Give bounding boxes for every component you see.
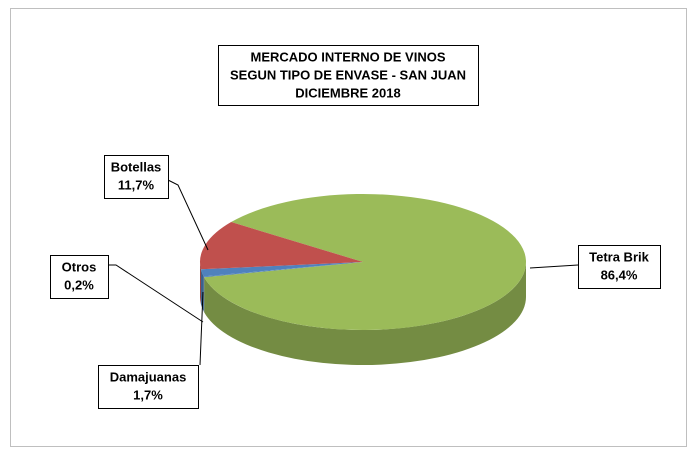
pie-side (200, 262, 201, 305)
label-box (578, 245, 661, 289)
title-box (218, 45, 479, 106)
leader-line (199, 291, 204, 366)
pie-slice (204, 194, 526, 330)
value-label: 86,4% (601, 267, 638, 282)
leader-line (167, 179, 209, 251)
label-box (104, 155, 169, 199)
category-label: Otros (62, 259, 97, 274)
pie-slice (203, 262, 363, 278)
leader-line (108, 264, 204, 323)
chart-title: SEGUN TIPO DE ENVASE - SAN JUAN (230, 67, 466, 82)
label-box (98, 365, 199, 409)
pie-side (204, 262, 527, 365)
pie-slice (200, 222, 363, 270)
value-label: 0,2% (64, 277, 94, 292)
category-label: Botellas (111, 159, 162, 174)
pie-slice (200, 262, 363, 277)
category-label: Damajuanas (110, 369, 187, 384)
value-label: 11,7% (118, 177, 155, 192)
label-box (50, 255, 109, 299)
value-label: 1,7% (133, 387, 163, 402)
chart-title: DICIEMBRE 2018 (295, 85, 400, 100)
leader-line (529, 264, 579, 269)
category-label: Tetra Brik (589, 249, 649, 264)
chart-title: MERCADO INTERNO DE VINOS (250, 49, 445, 64)
